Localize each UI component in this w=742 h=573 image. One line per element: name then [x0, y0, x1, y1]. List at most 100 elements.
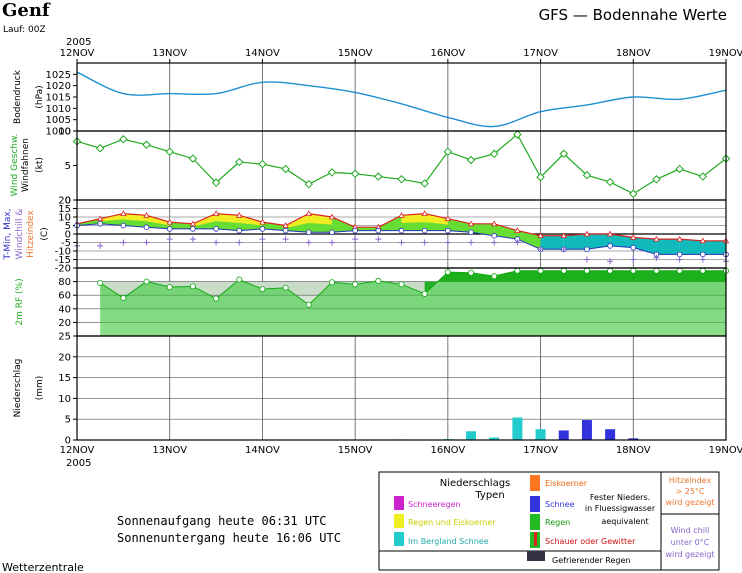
- tmax-point: [491, 220, 498, 227]
- y-tick-label: 20: [58, 318, 71, 329]
- rh-label-line1: 2m RF (%): [15, 278, 25, 325]
- wind-point: [629, 189, 638, 199]
- temp-range-fill: [447, 218, 472, 233]
- legend-swatch-schnee: [530, 496, 540, 512]
- legend-label-regen: Regen: [545, 518, 570, 527]
- rh-saturated-band: [424, 270, 726, 294]
- windchill-marker: [97, 242, 104, 249]
- y-tick-label: 5: [65, 161, 71, 172]
- y-tick-label: 10: [58, 213, 71, 224]
- tmax-point: [236, 211, 243, 218]
- windchill-marker: [421, 239, 428, 246]
- wind-label-line2: Windfahnen: [21, 138, 31, 192]
- wind-panel-label: Wind Geschw. Windfahnen (kt): [10, 134, 45, 197]
- y-tick-label: 0: [65, 230, 71, 241]
- tmax-point: [96, 215, 104, 222]
- y-tick-label: 0: [65, 196, 71, 207]
- precip-bar: [628, 438, 639, 440]
- legend-label-eiskoerner: Eiskoerner: [545, 479, 588, 488]
- rh-point: [468, 269, 475, 276]
- tmin-point: [491, 232, 498, 239]
- rh-point: [328, 279, 335, 286]
- wind-label-line1: Wind Geschw.: [10, 134, 20, 197]
- windchill-marker: [676, 256, 683, 263]
- tmin-point: [97, 221, 103, 227]
- legend-swatch-regen: [530, 514, 540, 530]
- precip-bar: [535, 429, 546, 440]
- precipitation-panel: 0 5 10 15 20 25: [58, 332, 726, 447]
- temp-range-fill: [586, 234, 611, 250]
- precip-label-line2: (mm): [35, 376, 45, 401]
- tmax-point: [606, 230, 614, 237]
- tmax-point: [421, 210, 428, 216]
- tmax-point: [467, 220, 475, 227]
- wind-point: [119, 135, 128, 144]
- tmax-point: [653, 235, 660, 242]
- windchill-marker: [607, 258, 614, 265]
- y-tick-label: 1025: [46, 70, 71, 81]
- tmin-point: [468, 229, 474, 236]
- legend-swatch-bergland-schnee: [394, 532, 404, 546]
- date-tick-label-top: 18NOV: [616, 48, 651, 59]
- tmax-point: [699, 237, 707, 244]
- date-tick-label-top: 12NOV: [60, 48, 95, 59]
- date-tick-label-bottom: 18NOV: [616, 445, 651, 456]
- legend-swatch-gefrierend: [527, 551, 545, 561]
- tmax-point: [189, 220, 197, 227]
- wind-point: [350, 169, 360, 179]
- y-tick-label: 1010: [46, 104, 71, 115]
- tmin-point: [190, 226, 196, 232]
- date-tick-label-top: 14NOV: [245, 48, 280, 59]
- y-tick-label: -5: [61, 238, 71, 249]
- wind-panel: 0 5 10: [58, 127, 731, 207]
- tmax-point: [282, 222, 289, 228]
- date-tick-label-bottom: 15NOV: [338, 445, 373, 456]
- date-tick-label-top: 13NOV: [152, 48, 187, 59]
- date-tick-label-bottom: 14NOV: [245, 445, 280, 456]
- windchill-marker: [282, 236, 289, 243]
- date-tick-label-bottom: 12NOV: [60, 445, 95, 456]
- rh-series-line: [99, 270, 726, 306]
- tmax-point: [630, 234, 637, 240]
- location-title: Genf: [2, 0, 51, 21]
- date-axis-bottom: 12NOV 13NOV 14NOV 15NOV 16NOV 17NOV 18NOV 19NOV: [60, 445, 742, 456]
- legend-fester-line3: aequivalent: [601, 517, 648, 526]
- rh-point: [537, 267, 544, 274]
- legend-fester-line1: Fester Nieders.: [590, 493, 650, 502]
- wind-series-line: [76, 133, 727, 195]
- tmax-point: [120, 210, 127, 216]
- wind-point: [420, 179, 429, 188]
- tmax-point: [166, 218, 173, 225]
- tmin-point: [584, 246, 590, 253]
- temp-panel-label: T-Min, Max, Windchill & Hitzeindex (C): [3, 208, 50, 260]
- tmin-point: [329, 229, 335, 236]
- wind-point: [374, 172, 383, 181]
- date-tick-label-top: 15NOV: [338, 48, 373, 59]
- wind-point: [95, 144, 105, 153]
- rh-point: [166, 284, 173, 291]
- panel-frame: [76, 335, 727, 441]
- windchill-marker: [166, 236, 173, 243]
- tmax-point: [444, 215, 452, 222]
- windchill-marker: [491, 239, 498, 246]
- sunrise-text: Sonnenaufgang heute 06:31 UTC: [117, 514, 327, 528]
- panel-frame: [76, 130, 727, 201]
- temp-warm-band: [146, 215, 170, 226]
- precip-type-legend: Niederschlags Typen Schneeregen Regen un…: [378, 471, 720, 571]
- tmin-point: [236, 227, 243, 234]
- rh-point: [282, 284, 289, 291]
- windchill-marker: [468, 239, 475, 246]
- temp-label-line3: Hitzeindex: [26, 209, 36, 257]
- windchill-marker: [583, 256, 590, 263]
- wind-point: [165, 147, 174, 156]
- wind-point: [559, 149, 568, 159]
- temp-range-fill: [656, 239, 680, 255]
- wind-point: [582, 170, 592, 180]
- rh-point: [352, 281, 359, 288]
- temp-warm-band: [100, 213, 124, 222]
- precip-bar: [512, 417, 523, 440]
- tmin-point: [143, 224, 150, 231]
- rh-point: [630, 267, 637, 274]
